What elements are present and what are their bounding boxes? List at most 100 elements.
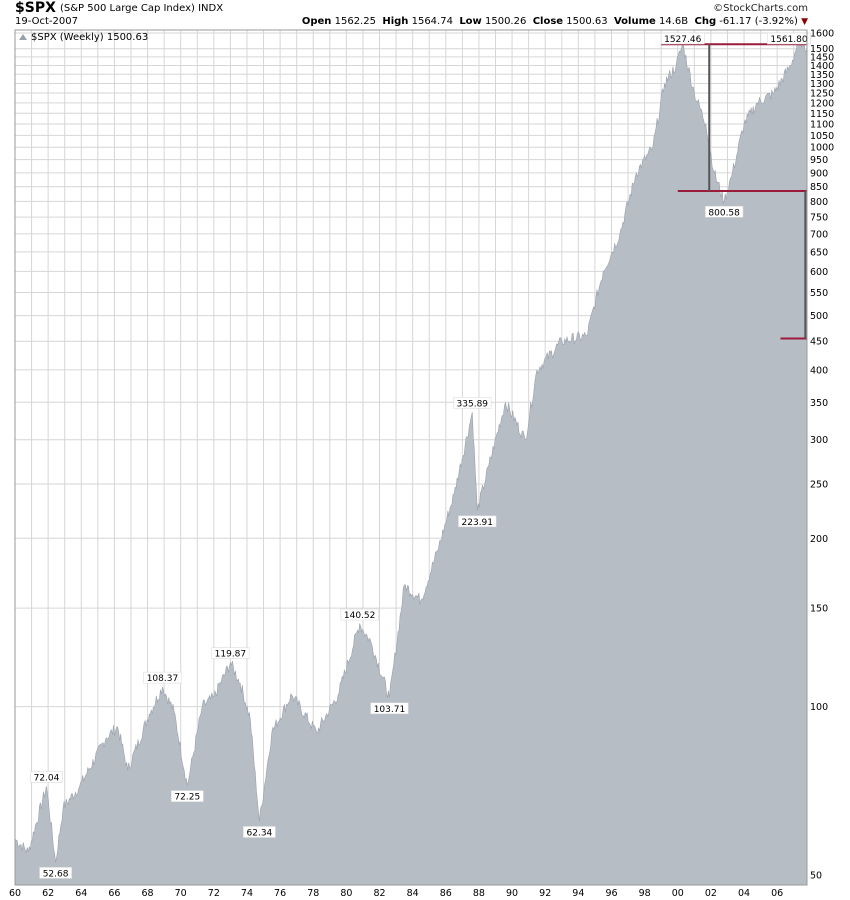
x-tick-label: 86 [440, 888, 452, 899]
annotation-label: 1561.80 [770, 35, 807, 45]
y-tick-label: 850 [810, 182, 828, 193]
close-label: Close [532, 16, 564, 27]
chg-value: -61.17 (-3.92%) [719, 16, 798, 27]
y-tick-label: 1250 [810, 88, 834, 99]
legend-label: $SPX (Weekly) 1500.63 [31, 32, 148, 43]
price-series [14, 34, 808, 886]
x-tick-label: 82 [373, 888, 385, 899]
annotation-box [211, 647, 250, 659]
x-tick-label: 92 [539, 888, 551, 899]
y-tick-label: 950 [810, 155, 828, 166]
low-label: Low [459, 16, 482, 27]
annotation-box [370, 702, 409, 715]
down-arrow-icon: ▼ [801, 17, 808, 27]
y-tick-label: 1150 [810, 109, 834, 120]
y-tick-label: 250 [810, 480, 828, 491]
price-area [14, 34, 808, 886]
y-tick-label: 1500 [810, 44, 834, 55]
area-legend-icon [19, 34, 27, 40]
y-tick-label: 500 [810, 311, 828, 322]
annotation-box [767, 32, 811, 45]
y-tick-label: 1050 [810, 131, 834, 142]
annotation-label: 62.34 [247, 828, 273, 838]
annotation-box [458, 515, 497, 528]
y-tick-label: 100 [810, 702, 828, 713]
annotation-box [243, 826, 276, 838]
y-axis: 50 100 150 200 250 300 350 400 450 500 550 600 650 70… [810, 29, 834, 882]
x-tick-label: 98 [639, 888, 651, 899]
y-tick-label: 50 [810, 871, 822, 882]
annotation-box [340, 608, 379, 621]
legend: $SPX (Weekly) 1500.63 [19, 32, 148, 43]
annotation-box [30, 771, 63, 783]
x-tick-label: 70 [175, 888, 187, 899]
annotation-box [660, 32, 705, 45]
annotation-label: 119.87 [215, 650, 247, 660]
y-tick-label: 1000 [810, 143, 834, 154]
annotation-label: 72.25 [174, 793, 200, 803]
x-tick-label: 94 [572, 888, 584, 899]
y-tick-label: 900 [810, 168, 828, 179]
y-tick-label: 1200 [810, 98, 834, 109]
open-value: 1562.25 [334, 16, 376, 27]
y-tick-label: 1450 [810, 52, 834, 63]
x-tick-label: 88 [473, 888, 485, 899]
x-tick-label: 64 [75, 888, 87, 899]
x-tick-label: 06 [771, 888, 783, 899]
y-tick-label: 350 [810, 398, 828, 409]
y-tick-label: 200 [810, 534, 828, 545]
annotation-label: 72.04 [34, 773, 60, 783]
x-tick-label: 90 [506, 888, 518, 899]
ticker-description: (S&P 500 Large Cap Index) INDX [60, 3, 224, 14]
x-tick-label: 76 [274, 888, 286, 899]
y-tick-label: 550 [810, 288, 828, 299]
y-tick-label: 650 [810, 247, 828, 258]
x-tick-label: 04 [738, 888, 750, 899]
close-value: 1500.63 [566, 16, 608, 27]
x-tick-label: 60 [9, 888, 21, 899]
y-tick-label: 1600 [810, 29, 834, 40]
y-tick-label: 700 [810, 229, 828, 240]
x-tick-label: 72 [208, 888, 220, 899]
annotation-label: 1527.46 [664, 35, 701, 45]
y-tick-label: 600 [810, 267, 828, 278]
x-tick-label: 00 [672, 888, 684, 899]
open-label: Open [301, 16, 332, 27]
annotation-label: 140.52 [344, 611, 376, 621]
annotation-label: 52.68 [43, 869, 69, 879]
y-tick-label: 1400 [810, 61, 834, 72]
y-tick-label: 150 [810, 604, 828, 615]
annotation-label: 335.89 [457, 399, 489, 409]
annotation-box [453, 396, 492, 409]
y-tick-label: 1350 [810, 70, 834, 81]
x-tick-label: 62 [42, 888, 54, 899]
x-tick-label: 74 [241, 888, 253, 899]
high-label: High [382, 16, 409, 27]
low-value: 1500.26 [484, 16, 527, 27]
x-axis: 60 62 64 66 68 70 72 74 76 78 80 82 84 86 88 90 92 94 96 98… [9, 888, 783, 899]
brand-logo[interactable]: ©StockCharts.com [713, 3, 808, 14]
y-tick-label: 800 [810, 197, 828, 208]
x-tick-label: 84 [407, 888, 419, 899]
y-tick-label: 1100 [810, 120, 834, 131]
annotation-box [143, 671, 182, 684]
volume-value: 14.6B [658, 16, 689, 27]
high-value: 1564.74 [411, 16, 453, 27]
y-tick-label: 300 [810, 435, 828, 446]
annotation-box [171, 790, 204, 802]
annotation-box [39, 867, 72, 879]
chart-date: 19-Oct-2007 [15, 16, 78, 27]
chg-label: Chg [694, 16, 717, 27]
annotation-label: 103.71 [374, 705, 406, 715]
chart-header: $SPX (S&P 500 Large Cap Index) INDX 19-O… [0, 0, 850, 30]
plot-frame [14, 29, 808, 886]
y-tick-label: 450 [810, 337, 828, 348]
price-annotations: 72.04 52.68 108.37 72.25 119.87 62.34 140.52 10… [30, 32, 811, 879]
volume-label: Volume [613, 16, 656, 27]
y-tick-label: 400 [810, 365, 828, 376]
x-tick-label: 02 [705, 888, 717, 899]
y-tick-label: 1300 [810, 79, 834, 90]
x-tick-label: 68 [142, 888, 154, 899]
annotation-label: 223.91 [462, 518, 494, 528]
